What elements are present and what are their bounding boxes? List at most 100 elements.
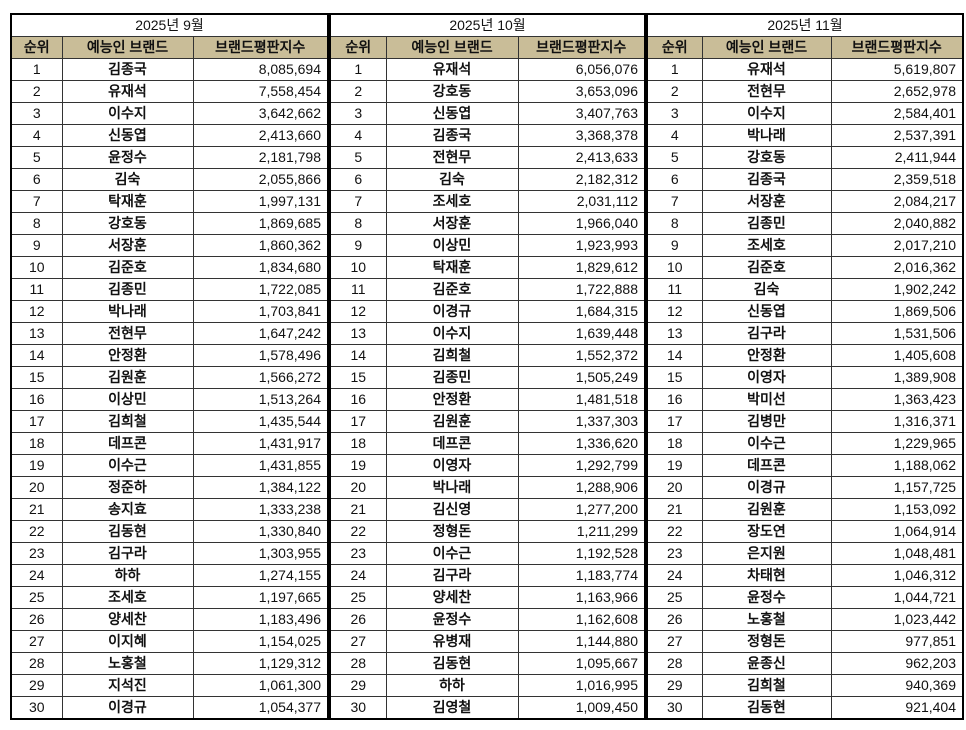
brand-name-cell: 유재석 [61,80,194,103]
score-cell: 1,023,442 [830,608,964,631]
brand-name-cell: 김종민 [701,212,832,235]
rank-cell: 5 [10,146,63,169]
rank-cell: 5 [329,146,387,169]
brand-name-cell: 강호동 [701,146,832,169]
brand-name-cell: 강호동 [385,80,519,103]
table-row: 22 장도연 1,064,914 [646,520,964,543]
rank-cell: 7 [329,190,387,213]
table-row: 27 이지혜 1,154,025 [10,630,329,653]
score-cell: 962,203 [830,652,964,675]
score-cell: 1,647,242 [192,322,329,345]
brand-name-cell: 서장훈 [385,212,519,235]
rank-cell: 30 [329,696,387,720]
table-row: 22 정형돈 1,211,299 [329,520,646,543]
brand-name-cell: 데프콘 [61,432,194,455]
rank-cell: 9 [646,234,703,257]
rank-cell: 27 [329,630,387,653]
table-row: 14 안정환 1,578,496 [10,344,329,367]
table-row: 21 김신영 1,277,200 [329,498,646,521]
table-row: 14 안정환 1,405,608 [646,344,964,367]
score-cell: 1,061,300 [192,674,329,697]
table-row: 25 윤정수 1,044,721 [646,586,964,609]
table-row: 4 박나래 2,537,391 [646,124,964,147]
table-row: 5 전현무 2,413,633 [329,146,646,169]
brand-name-cell: 이수지 [385,322,519,345]
score-cell: 1,016,995 [517,674,646,697]
brand-name-cell: 양세찬 [61,608,194,631]
score-cell: 2,652,978 [830,80,964,103]
score-cell: 1,333,238 [192,498,329,521]
brand-name-cell: 김종국 [385,124,519,147]
brand-name-cell: 강호동 [61,212,194,235]
brand-name-cell: 김희철 [385,344,519,367]
rank-cell: 2 [329,80,387,103]
brand-name-cell: 전현무 [701,80,832,103]
brand-name-cell: 이경규 [61,696,194,720]
table-row: 1 유재석 6,056,076 [329,58,646,81]
table-row: 21 김원훈 1,153,092 [646,498,964,521]
brand-name-cell: 데프콘 [701,454,832,477]
brand-name-cell: 조세호 [385,190,519,213]
rank-cell: 20 [329,476,387,499]
score-cell: 6,056,076 [517,58,646,81]
brand-name-cell: 박나래 [385,476,519,499]
brand-name-cell: 장도연 [701,520,832,543]
brand-name-cell: 정준하 [61,476,194,499]
table-row: 13 김구라 1,531,506 [646,322,964,345]
rank-cell: 29 [329,674,387,697]
rank-cell: 19 [646,454,703,477]
score-cell: 1,229,965 [830,432,964,455]
table-row: 25 양세찬 1,163,966 [329,586,646,609]
table-row: 7 조세호 2,031,112 [329,190,646,213]
table-row: 5 윤정수 2,181,798 [10,146,329,169]
table-row: 3 신동엽 3,407,763 [329,102,646,125]
rank-cell: 4 [10,124,63,147]
table-row: 24 차태현 1,046,312 [646,564,964,587]
brand-name-cell: 김종국 [61,58,194,81]
score-cell: 1,144,880 [517,630,646,653]
table-row: 9 조세호 2,017,210 [646,234,964,257]
score-cell: 2,537,391 [830,124,964,147]
table-row: 24 김구라 1,183,774 [329,564,646,587]
table-row: 15 이영자 1,389,908 [646,366,964,389]
brand-name-cell: 서장훈 [61,234,194,257]
score-cell: 2,413,633 [517,146,646,169]
brand-name-cell: 김원훈 [385,410,519,433]
brand-name-cell: 이수지 [61,102,194,125]
table-row: 28 윤종신 962,203 [646,652,964,675]
rank-cell: 27 [646,630,703,653]
table-row: 4 김종국 3,368,378 [329,124,646,147]
rank-cell: 20 [646,476,703,499]
table-row: 3 이수지 3,642,662 [10,102,329,125]
rank-cell: 23 [10,542,63,565]
rank-cell: 21 [10,498,63,521]
table-row: 8 강호동 1,869,685 [10,212,329,235]
brand-name-cell: 신동엽 [701,300,832,323]
brand-name-cell: 양세찬 [385,586,519,609]
brand-name-cell: 김영철 [385,696,519,720]
score-cell: 1,303,955 [192,542,329,565]
brand-name-cell: 김구라 [61,542,194,565]
score-cell: 1,703,841 [192,300,329,323]
table-row: 10 탁재훈 1,829,612 [329,256,646,279]
score-cell: 1,869,685 [192,212,329,235]
rank-cell: 7 [10,190,63,213]
ranking-table-0: 2025년 9월 순위 예능인 브랜드 브랜드평판지수 1 김종국 8,085,694 2 유재… [10,13,329,720]
score-cell: 2,359,518 [830,168,964,191]
rank-cell: 16 [329,388,387,411]
score-cell: 1,384,122 [192,476,329,499]
brand-name-cell: 유병재 [385,630,519,653]
table-row: 17 김희철 1,435,544 [10,410,329,433]
rank-cell: 26 [646,608,703,631]
score-cell: 1,162,608 [517,608,646,631]
table-row: 8 서장훈 1,966,040 [329,212,646,235]
ranking-table-2: 2025년 11월 순위 예능인 브랜드 브랜드평판지수 1 유재석 5,619,807 2 전… [646,13,964,720]
brand-name-cell: 이영자 [385,454,519,477]
table-row: 7 탁재훈 1,997,131 [10,190,329,213]
score-cell: 1,435,544 [192,410,329,433]
rank-cell: 13 [329,322,387,345]
brand-name-cell: 김종민 [61,278,194,301]
brand-name-cell: 정형돈 [385,520,519,543]
column-header-score: 브랜드평판지수 [830,36,964,59]
table-row: 13 이수지 1,639,448 [329,322,646,345]
